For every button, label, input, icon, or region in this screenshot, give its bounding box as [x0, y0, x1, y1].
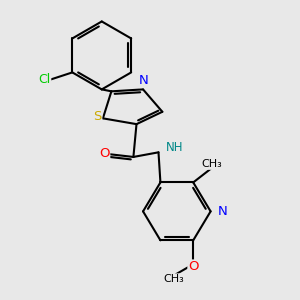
Text: O: O — [99, 147, 110, 160]
Text: N: N — [139, 74, 149, 87]
Text: CH₃: CH₃ — [201, 159, 222, 169]
Text: S: S — [93, 110, 102, 123]
Text: N: N — [218, 205, 227, 218]
Text: Cl: Cl — [38, 73, 51, 86]
Text: CH₃: CH₃ — [164, 274, 184, 284]
Text: NH: NH — [165, 141, 183, 154]
Text: O: O — [188, 260, 199, 273]
